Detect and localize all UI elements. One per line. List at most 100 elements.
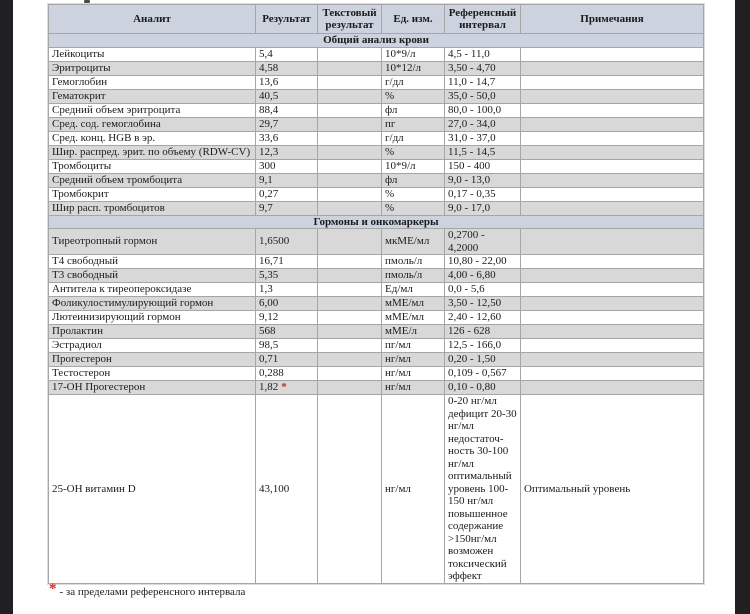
header-unit: Ед. изм.	[381, 4, 445, 34]
result-cell: 0,71	[255, 352, 318, 367]
reference-cell: 10,80 - 22,00	[444, 254, 521, 269]
unit-cell: %	[381, 88, 445, 104]
viewer-right-edge	[735, 0, 750, 614]
unit-cell: нг/мл	[381, 352, 445, 367]
note-cell	[520, 74, 704, 90]
header-result: Результат	[255, 4, 318, 34]
note-cell	[520, 268, 704, 283]
note-cell	[520, 130, 704, 146]
text-result-cell	[317, 338, 382, 353]
result-cell: 88,4	[255, 102, 318, 118]
result-cell: 98,5	[255, 338, 318, 353]
text-result-cell	[317, 158, 382, 174]
note-cell	[520, 88, 704, 104]
result-cell: 5,35	[255, 268, 318, 283]
table-row: Гемоглобин 13,6 г/дл 11,0 - 14,7	[48, 74, 704, 90]
reference-cell: 9,0 - 13,0	[444, 172, 521, 188]
table-row: Тиреотропный гормон 1,6500 мкМЕ/мл 0,2700 -…	[48, 228, 704, 255]
result-cell: 33,6	[255, 130, 318, 146]
result-cell: 0,27	[255, 186, 318, 202]
reference-cell: 12,5 - 166,0	[444, 338, 521, 353]
note-cell	[520, 102, 704, 118]
analyte-cell: Антитела к тиреопероксидазе	[48, 282, 256, 297]
header-text-result: Текстовый результат	[317, 4, 382, 34]
text-result-cell	[317, 296, 382, 311]
note-cell	[520, 366, 704, 381]
result-cell: 6,00	[255, 296, 318, 311]
header-notes: Примечания	[520, 4, 704, 34]
note-cell	[520, 228, 704, 255]
table-row: Тромбокрит 0,27% 0,17 - 0,35	[48, 186, 704, 202]
analyte-cell: Средний объем тромбоцита	[48, 172, 256, 188]
table-row: Тромбоциты 300 10*9/л 150 - 400	[48, 158, 704, 174]
asterisk-marker: *	[49, 581, 57, 597]
analyte-cell: Тромбокрит	[48, 186, 256, 202]
unit-cell: Ед/мл	[381, 282, 445, 297]
table-row: Средний объем тромбоцита 9,1 фл 9,0 - 13,0	[48, 172, 704, 188]
text-result-cell	[317, 268, 382, 283]
lab-report-document: Аналит Результат Текстовый результат Ед.…	[47, 3, 705, 585]
unit-cell: г/дл	[381, 130, 445, 146]
table-row: Тестостерон 0,288 нг/мл 0,109 - 0,567	[48, 366, 704, 381]
analyte-cell: Тестостерон	[48, 366, 256, 381]
result-cell: 13,6	[255, 74, 318, 90]
analyte-cell: Шир. распред. эрит. по объему (RDW-CV)	[48, 144, 256, 160]
unit-cell: нг/мл	[381, 366, 445, 381]
analyte-cell: Тромбоциты	[48, 158, 256, 174]
table-row: Лютеинизирующий гормон 9,12 мМЕ/мл 2,40 - 1…	[48, 310, 704, 325]
section-title: Общий анализ крови	[48, 33, 704, 48]
analyte-cell: 17-ОН Прогестерон	[48, 380, 256, 395]
analyte-cell: Эстрадиол	[48, 338, 256, 353]
note-cell	[520, 60, 704, 76]
note-cell	[520, 172, 704, 188]
analyte-cell: Прогестерон	[48, 352, 256, 367]
result-cell: 568	[255, 324, 318, 339]
unit-cell: %	[381, 144, 445, 160]
unit-cell: нг/мл	[381, 394, 445, 584]
text-result-cell	[317, 74, 382, 90]
table-row: Сред. конц. HGB в эр. 33,6 г/дл 31,0 - 37,0	[48, 130, 704, 146]
text-result-cell	[317, 228, 382, 255]
text-result-cell	[317, 200, 382, 216]
unit-cell: мМЕ/мл	[381, 296, 445, 311]
unit-cell: пг/мл	[381, 338, 445, 353]
text-result-cell	[317, 254, 382, 269]
text-result-cell	[317, 60, 382, 76]
result-cell: 1,6500	[255, 228, 318, 255]
result-cell: 0,288	[255, 366, 318, 381]
reference-cell: 150 - 400	[444, 158, 521, 174]
cropped-text-artifact	[84, 0, 90, 3]
note-cell: Оптимальный уровень	[520, 394, 704, 584]
out-of-range-footnote: * - за пределами референсного интервала	[49, 581, 245, 600]
text-result-cell	[317, 186, 382, 202]
table-row: Эритроциты 4,58 10*12/л 3,50 - 4,70	[48, 60, 704, 76]
analyte-cell: Средний объем эритроцита	[48, 102, 256, 118]
unit-cell: 10*9/л	[381, 158, 445, 174]
section-header-row: Гормоны и онкомаркеры	[48, 214, 704, 229]
table-row: 25-ОН витамин D 43,100 нг/мл 0-20 нг/мл деф…	[48, 394, 704, 584]
table-row: Прогестерон 0,71 нг/мл 0,20 - 1,50	[48, 352, 704, 367]
table-row: Гематокрит 40,5% 35,0 - 50,0	[48, 88, 704, 104]
table-row: Сред. сод. гемоглобина 29,7 пг 27,0 - 34,0	[48, 116, 704, 132]
result-cell: 4,58	[255, 60, 318, 76]
text-result-cell	[317, 46, 382, 62]
header-analyte: Аналит	[48, 4, 256, 34]
header-reference: Референсный интервал	[444, 4, 521, 34]
text-result-cell	[317, 352, 382, 367]
result-cell: 5,4	[255, 46, 318, 62]
unit-cell: мкМЕ/мл	[381, 228, 445, 255]
text-result-cell	[317, 282, 382, 297]
note-cell	[520, 352, 704, 367]
result-cell: 9,7	[255, 200, 318, 216]
analyte-cell: Сред. сод. гемоглобина	[48, 116, 256, 132]
text-result-cell	[317, 116, 382, 132]
note-cell	[520, 324, 704, 339]
note-cell	[520, 200, 704, 216]
out-of-range-flag: *	[281, 381, 287, 394]
reference-cell: 0,0 - 5,6	[444, 282, 521, 297]
reference-cell: 0,17 - 0,35	[444, 186, 521, 202]
reference-cell: 11,0 - 14,7	[444, 74, 521, 90]
unit-cell: 10*12/л	[381, 60, 445, 76]
reference-cell: 0,20 - 1,50	[444, 352, 521, 367]
result-cell: 300	[255, 158, 318, 174]
